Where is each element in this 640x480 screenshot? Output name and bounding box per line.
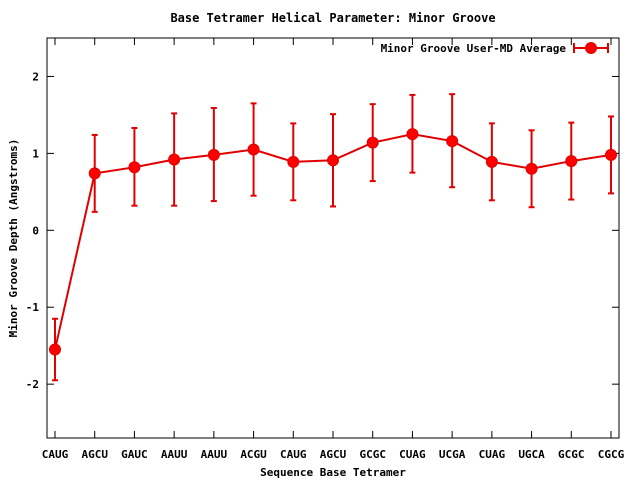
x-tick-label: AGCU (320, 448, 347, 461)
x-tick-label: CAUG (42, 448, 69, 461)
data-point (525, 162, 538, 175)
data-point (406, 128, 419, 141)
plot-frame (46, 37, 620, 439)
y-tick-label: 2 (32, 70, 39, 83)
x-tick-label: ACGU (240, 448, 267, 461)
x-tick-label: CUAG (399, 448, 426, 461)
x-tick-label: GCGC (359, 448, 386, 461)
data-point (446, 135, 459, 148)
data-point (366, 136, 379, 149)
x-tick-label: CUAG (479, 448, 506, 461)
x-tick-label: UCGA (439, 448, 466, 461)
data-point (247, 143, 260, 156)
x-axis: CAUG AGCU GAUC AAUU AAUU ACGU CAUG AGCU GCGC CUAG… (42, 38, 625, 461)
x-tick-label: GAUC (121, 448, 148, 461)
x-tick-label: UGCA (518, 448, 545, 461)
x-axis-label: Sequence Base Tetramer (260, 466, 406, 479)
data-point (128, 161, 141, 174)
x-tick-label: GCGC (558, 448, 585, 461)
data-point (168, 153, 181, 166)
x-tick-label: CGCG (598, 448, 625, 461)
data-point (207, 148, 220, 161)
y-tick-label: 0 (32, 224, 39, 237)
y-tick-label: -1 (26, 301, 40, 314)
series-group (49, 93, 617, 382)
data-point (327, 154, 339, 167)
x-tick-label: AGCU (81, 448, 108, 461)
y-axis-label: Minor Groove Depth (Angstroms) (7, 139, 20, 338)
data-point (565, 155, 578, 168)
data-point (49, 343, 61, 356)
data-point (485, 155, 498, 168)
legend: Minor Groove User-MD Average (381, 42, 609, 55)
data-point (605, 148, 617, 161)
y-tick-label: 1 (32, 147, 39, 160)
x-tick-label: AAUU (161, 448, 188, 461)
chart-title: Base Tetramer Helical Parameter: Minor G… (170, 11, 495, 25)
y-tick-label: -2 (26, 378, 39, 391)
y-axis: -2 -1 0 1 2 (26, 70, 619, 391)
legend-marker (585, 42, 597, 54)
data-point (287, 155, 300, 168)
legend-label: Minor Groove User-MD Average (381, 42, 567, 55)
x-tick-label: CAUG (280, 448, 307, 461)
x-tick-label: AAUU (201, 448, 228, 461)
data-point (88, 167, 101, 180)
